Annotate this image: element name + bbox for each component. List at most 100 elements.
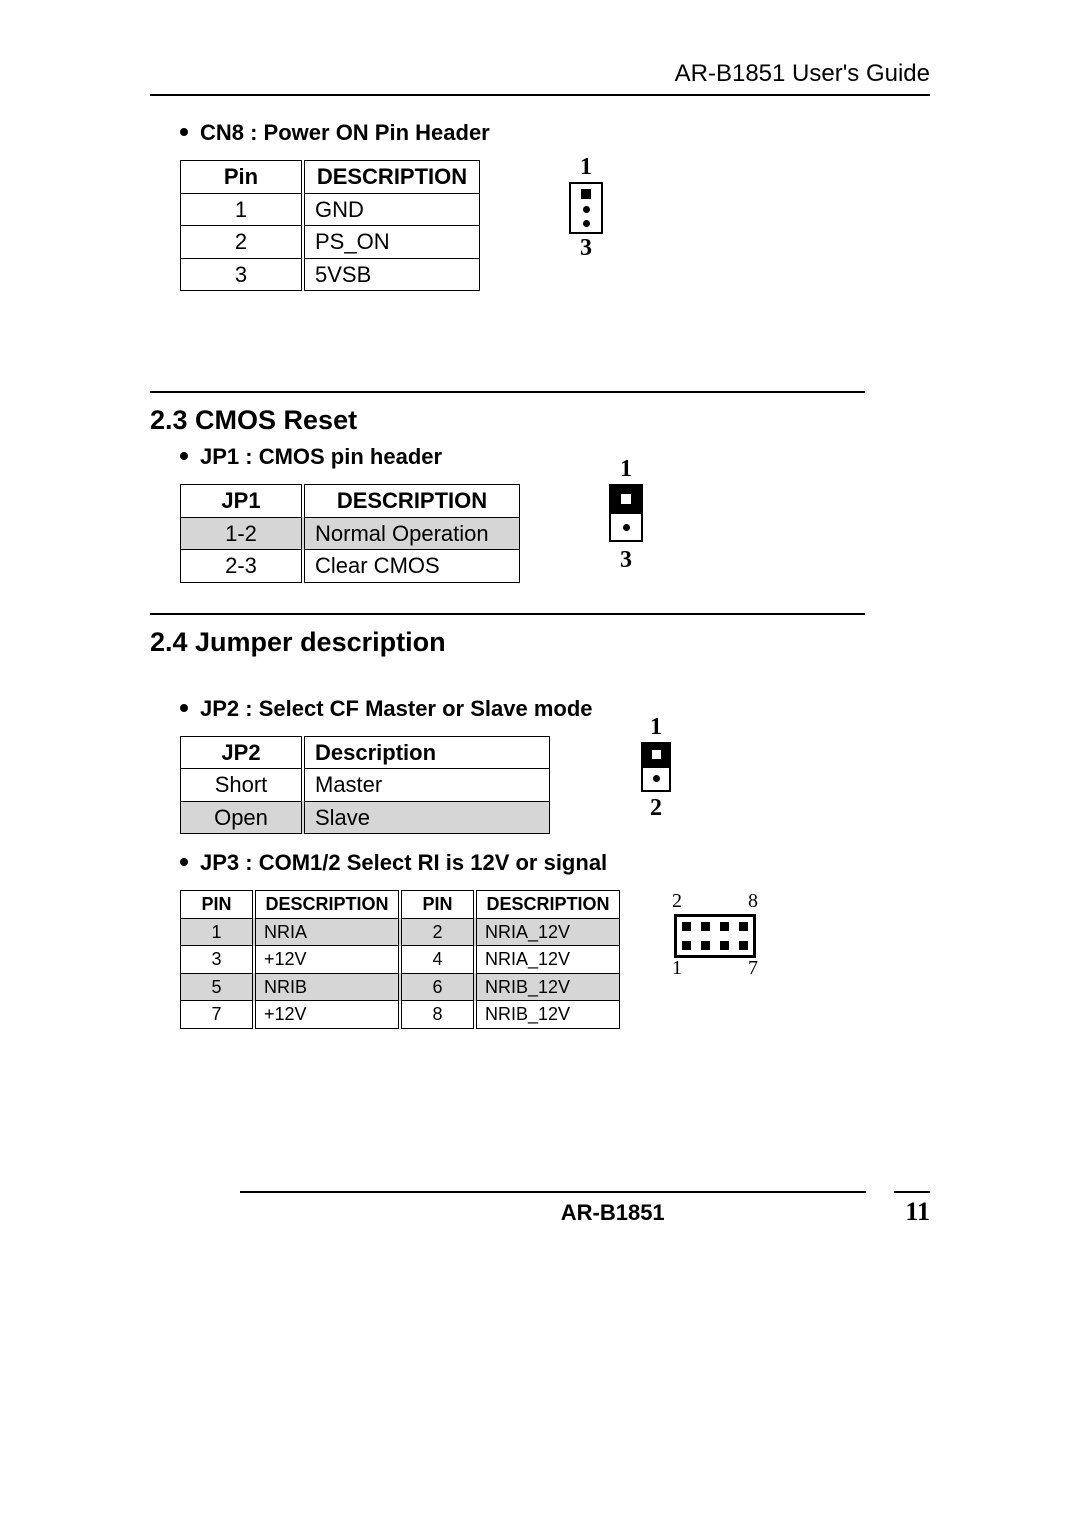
jp2-heading-row: JP2 : Select CF Master or Slave mode <box>180 696 930 722</box>
jp1-r1c2: Normal Operation <box>303 517 520 550</box>
table-row: Open Slave <box>181 801 550 834</box>
cn8-r3c1: 3 <box>181 258 304 291</box>
bullet-icon <box>180 452 188 460</box>
bullet-icon <box>180 128 188 136</box>
jp3-heading-row: JP3 : COM1/2 Select RI is 12V or signal <box>180 850 930 876</box>
page-header: AR-B1851 User's Guide <box>150 60 930 94</box>
pin-label-top: 1 <box>650 714 662 741</box>
jp1-col2: DESCRIPTION <box>303 485 520 518</box>
footer-labels: AR-B1851 11 <box>150 1197 930 1227</box>
jp1-table: JP1 DESCRIPTION 1-2 Normal Operation 2-3… <box>180 484 520 583</box>
pin-square-icon <box>682 941 691 950</box>
jumper-cap-cutout-icon <box>621 494 631 504</box>
jumper-cap-icon <box>641 742 671 768</box>
jp1-col1: JP1 <box>181 485 304 518</box>
pin-label-top: 1 <box>620 456 632 483</box>
jp3-r4c1: 7 <box>181 1001 255 1029</box>
cn8-table: Pin DESCRIPTION 1 GND 2 PS_ON 3 5VSB <box>180 160 480 291</box>
pin-1-square-icon <box>581 189 591 199</box>
jp1-heading-row: JP1 : CMOS pin header <box>180 444 930 470</box>
page-footer: AR-B1851 11 <box>150 1191 930 1227</box>
pin-3-circle-icon <box>583 220 590 227</box>
pin-square-icon <box>739 922 748 931</box>
table-row: 1 GND <box>181 193 480 226</box>
jp3-r3c3: 6 <box>400 973 475 1001</box>
pin-square-icon <box>739 941 748 950</box>
jp3-r3c4: NRIB_12V <box>475 973 619 1001</box>
jp1-title: JP1 : CMOS pin header <box>200 444 442 470</box>
cn8-r1c1: 1 <box>181 193 304 226</box>
pin-frame-low <box>609 512 643 542</box>
jp2-col2: Description <box>303 736 550 769</box>
table-row: 1 NRIA 2 NRIA_12V <box>181 918 620 946</box>
section-2-3-heading: 2.3 CMOS Reset <box>150 405 930 436</box>
header-title: AR-B1851 User's Guide <box>675 60 930 87</box>
jp2-col1: JP2 <box>181 736 304 769</box>
jp3-r2c4: NRIA_12V <box>475 946 619 974</box>
jp2-r2c1: Open <box>181 801 304 834</box>
jp3-r4c3: 8 <box>400 1001 475 1029</box>
jp2-r2c2: Slave <box>303 801 550 834</box>
bullet-icon <box>180 704 188 712</box>
footer-model: AR-B1851 <box>561 1200 665 1226</box>
section-2-4-heading: 2.4 Jumper description <box>150 627 930 658</box>
jp1-r1c1: 1-2 <box>181 517 304 550</box>
jp3-r2c3: 4 <box>400 946 475 974</box>
jp3-r3c2: NRIB <box>254 973 400 1001</box>
pin-square-icon <box>701 922 710 931</box>
pin-2-circle-icon <box>583 206 590 213</box>
jp3-r2c1: 3 <box>181 946 255 974</box>
cn8-diagram: 1 3 <box>560 160 612 256</box>
jp3-col4: DESCRIPTION <box>475 891 619 919</box>
cn8-title: CN8 : Power ON Pin Header <box>200 120 490 146</box>
jp1-r2c1: 2-3 <box>181 550 304 583</box>
pin-label-top-right: 8 <box>748 890 758 913</box>
jumper-cap-cutout-icon <box>652 750 661 759</box>
table-row: 3 5VSB <box>181 258 480 291</box>
table-row: 7 +12V 8 NRIB_12V <box>181 1001 620 1029</box>
footer-rules <box>150 1191 930 1193</box>
jp3-col1: PIN <box>181 891 255 919</box>
cn8-r2c2: PS_ON <box>303 226 480 259</box>
pin-label-bottom: 3 <box>620 547 632 574</box>
table-row: 2-3 Clear CMOS <box>181 550 520 583</box>
jp3-r4c4: NRIB_12V <box>475 1001 619 1029</box>
pin-label-top-left: 2 <box>672 890 682 913</box>
table-row: 3 +12V 4 NRIA_12V <box>181 946 620 974</box>
jp2-r1c2: Master <box>303 769 550 802</box>
jp1-diagram: 1 3 <box>600 460 652 570</box>
jumper-cap-icon <box>609 484 643 514</box>
pin-square-icon <box>701 941 710 950</box>
cn8-col-desc: DESCRIPTION <box>303 161 480 194</box>
pin-square-icon <box>720 941 729 950</box>
section-rule <box>150 613 865 615</box>
table-row: 5 NRIB 6 NRIB_12V <box>181 973 620 1001</box>
pin-square-icon <box>682 922 691 931</box>
jp2-r1c1: Short <box>181 769 304 802</box>
cn8-heading-row: CN8 : Power ON Pin Header <box>180 120 930 146</box>
cn8-r2c1: 2 <box>181 226 304 259</box>
table-row: 1-2 Normal Operation <box>181 517 520 550</box>
jp2-table: JP2 Description Short Master Open Slave <box>180 736 550 835</box>
section-rule <box>150 391 865 393</box>
cn8-r1c2: GND <box>303 193 480 226</box>
jp3-r1c1: 1 <box>181 918 255 946</box>
footer-page-number: 11 <box>905 1197 930 1227</box>
jp2-title: JP2 : Select CF Master or Slave mode <box>200 696 593 722</box>
cn8-content: Pin DESCRIPTION 1 GND 2 PS_ON 3 5VSB 1 <box>180 160 930 291</box>
pin-label-bottom-right: 7 <box>748 957 758 980</box>
jp1-r2c2: Clear CMOS <box>303 550 520 583</box>
pin-label-top: 1 <box>580 154 592 181</box>
jp3-r2c2: +12V <box>254 946 400 974</box>
pin-circle-icon <box>653 775 660 782</box>
footer-rule-main <box>240 1191 866 1193</box>
bullet-icon <box>180 858 188 866</box>
jp2-content: JP2 Description Short Master Open Slave … <box>180 736 930 835</box>
pin-frame-low <box>641 766 671 792</box>
pin-label-bottom: 2 <box>650 795 662 822</box>
cn8-r3c2: 5VSB <box>303 258 480 291</box>
jp3-table: PIN DESCRIPTION PIN DESCRIPTION 1 NRIA 2… <box>180 890 620 1029</box>
jp3-r1c2: NRIA <box>254 918 400 946</box>
jp3-content: PIN DESCRIPTION PIN DESCRIPTION 1 NRIA 2… <box>180 890 930 1029</box>
jp3-r4c2: +12V <box>254 1001 400 1029</box>
